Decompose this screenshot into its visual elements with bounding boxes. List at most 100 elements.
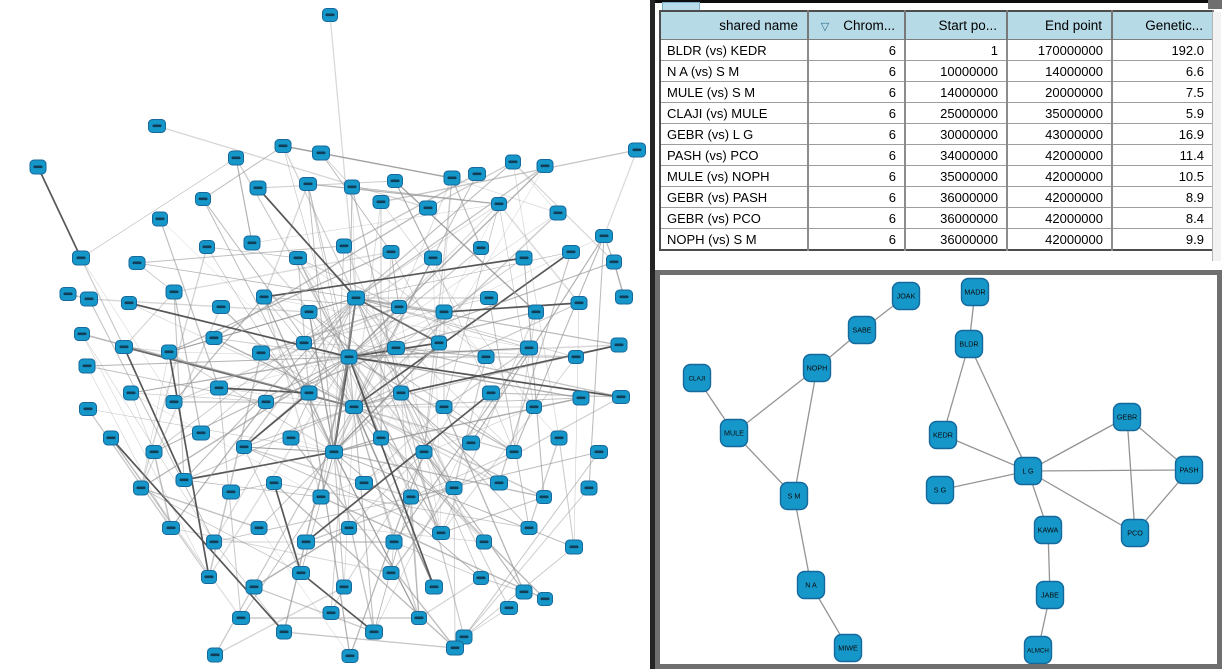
table-cell[interactable]: 11.4 [1111, 144, 1214, 166]
table-tab-stub[interactable] [662, 2, 700, 10]
table-scrollbar-gutter[interactable] [1212, 12, 1221, 261]
table-cell[interactable]: 6 [807, 60, 906, 82]
network-node-sabe[interactable] [847, 315, 877, 345]
network-node-jabe[interactable] [1035, 580, 1065, 610]
network-node-bldr[interactable] [954, 329, 984, 359]
table-cell[interactable]: 25000000 [904, 102, 1008, 124]
filter-icon[interactable]: ▽ [820, 21, 830, 33]
column-header-start-position[interactable]: Start po... [904, 10, 1008, 40]
panel-divider[interactable] [650, 0, 655, 669]
network-node-joak[interactable] [891, 281, 921, 311]
table-row[interactable]: NOPH (vs) S M 6 36000000 42000000 9.9 [659, 228, 1214, 251]
table-cell[interactable]: 42000000 [1006, 228, 1113, 251]
table-cell[interactable]: 14000000 [904, 81, 1008, 103]
column-header-end-point[interactable]: End point [1006, 10, 1113, 40]
small-network-canvas[interactable]: JOAK MADR SABE BLDR NOPH CLAJI GEBR MULE KEDR L G… [660, 275, 1217, 664]
column-header-shared-name[interactable]: shared name [659, 10, 809, 40]
table-cell[interactable]: 6 [807, 186, 906, 208]
table-cell[interactable]: 42000000 [1006, 165, 1113, 187]
table-cell[interactable]: 10.5 [1111, 165, 1214, 187]
table-cell[interactable]: CLAJI (vs) MULE [659, 102, 809, 124]
table-cell[interactable]: BLDR (vs) KEDR [659, 39, 809, 61]
table-cell[interactable]: 36000000 [904, 207, 1008, 229]
table-cell[interactable]: 35000000 [904, 165, 1008, 187]
network-node-s-g[interactable] [925, 475, 955, 505]
table-cell[interactable]: 6 [807, 228, 906, 251]
table-cell[interactable]: GEBR (vs) PCO [659, 207, 809, 229]
table-cell[interactable]: 8.9 [1111, 186, 1214, 208]
network-node-almch[interactable] [1023, 635, 1053, 664]
table-row[interactable]: CLAJI (vs) MULE 6 25000000 35000000 5.9 [659, 102, 1214, 124]
table-cell[interactable]: PASH (vs) PCO [659, 144, 809, 166]
network-edge[interactable] [968, 343, 1029, 472]
network-node-claji[interactable] [682, 363, 712, 393]
table-cell[interactable]: 6.6 [1111, 60, 1214, 82]
column-header-chromosome[interactable]: ▽ Chrom... [807, 10, 906, 40]
table-cell[interactable]: 6 [807, 207, 906, 229]
network-edge[interactable] [733, 367, 818, 434]
table-cell[interactable]: 7.5 [1111, 81, 1214, 103]
table-row[interactable]: BLDR (vs) KEDR 6 1 170000000 192.0 [659, 39, 1214, 61]
table-row[interactable]: MULE (vs) NOPH 6 35000000 42000000 10.5 [659, 165, 1214, 187]
network-edge[interactable] [1027, 470, 1136, 534]
table-row[interactable]: N A (vs) S M 6 10000000 14000000 6.6 [659, 60, 1214, 82]
table-cell[interactable]: 170000000 [1006, 39, 1113, 61]
table-cell[interactable]: 42000000 [1006, 186, 1113, 208]
table-cell[interactable]: 8.4 [1111, 207, 1214, 229]
table-cell[interactable]: 34000000 [904, 144, 1008, 166]
table-cell[interactable]: 42000000 [1006, 144, 1113, 166]
table-cell[interactable]: 36000000 [904, 186, 1008, 208]
table-row[interactable]: GEBR (vs) PCO 6 36000000 42000000 8.4 [659, 207, 1214, 229]
table-cell[interactable]: 5.9 [1111, 102, 1214, 124]
network-edge[interactable] [942, 343, 970, 436]
network-edge[interactable] [939, 470, 1029, 491]
network-node-kawa[interactable] [1033, 515, 1063, 545]
table-cell[interactable]: MULE (vs) NOPH [659, 165, 809, 187]
network-node-miwe[interactable] [833, 633, 863, 663]
table-cell[interactable]: GEBR (vs) PASH [659, 186, 809, 208]
table-row[interactable]: MULE (vs) S M 6 14000000 20000000 7.5 [659, 81, 1214, 103]
table-cell[interactable]: 6 [807, 102, 906, 124]
table-cell[interactable]: NOPH (vs) S M [659, 228, 809, 251]
table-cell[interactable]: 36000000 [904, 228, 1008, 251]
table-cell[interactable]: N A (vs) S M [659, 60, 809, 82]
network-node-pco[interactable] [1120, 518, 1150, 548]
network-edge[interactable] [793, 495, 812, 586]
table-row[interactable]: PASH (vs) PCO 6 34000000 42000000 11.4 [659, 144, 1214, 166]
table-cell[interactable]: 6 [807, 81, 906, 103]
table-row[interactable]: GEBR (vs) PASH 6 36000000 42000000 8.9 [659, 186, 1214, 208]
network-node-noph[interactable] [802, 353, 832, 383]
table-row[interactable]: GEBR (vs) L G 6 30000000 43000000 16.9 [659, 123, 1214, 145]
column-header-genetic[interactable]: Genetic... [1111, 10, 1214, 40]
table-cell[interactable]: 42000000 [1006, 207, 1113, 229]
network-node-gebr[interactable] [1112, 402, 1142, 432]
table-cell[interactable]: 6 [807, 39, 906, 61]
table-cell[interactable]: 35000000 [1006, 102, 1113, 124]
table-cell[interactable]: 20000000 [1006, 81, 1113, 103]
network-node-n-a[interactable] [796, 570, 826, 600]
network-node-l-g[interactable] [1013, 456, 1043, 486]
table-cell[interactable]: MULE (vs) S M [659, 81, 809, 103]
table-cell[interactable]: 192.0 [1111, 39, 1214, 61]
network-node-kedr[interactable] [928, 420, 958, 450]
table-cell[interactable]: GEBR (vs) L G [659, 123, 809, 145]
network-edge[interactable] [1027, 469, 1190, 472]
table-cell[interactable]: 6 [807, 165, 906, 187]
network-edge[interactable] [1027, 416, 1128, 472]
network-node-pash[interactable] [1174, 455, 1204, 485]
table-cell[interactable]: 9.9 [1111, 228, 1214, 251]
table-cell[interactable]: 1 [904, 39, 1008, 61]
table-cell[interactable]: 10000000 [904, 60, 1008, 82]
network-edge[interactable] [793, 367, 818, 497]
network-edge[interactable] [1126, 416, 1136, 534]
network-node-mule[interactable] [719, 418, 749, 448]
large-network-canvas[interactable] [0, 0, 650, 669]
table-cell[interactable]: 6 [807, 144, 906, 166]
table-cell[interactable]: 16.9 [1111, 123, 1214, 145]
table-cell[interactable]: 30000000 [904, 123, 1008, 145]
table-cell[interactable]: 43000000 [1006, 123, 1113, 145]
table-cell[interactable]: 14000000 [1006, 60, 1113, 82]
network-node-madr[interactable] [960, 277, 990, 307]
network-node-s-m[interactable] [779, 481, 809, 511]
table-cell[interactable]: 6 [807, 123, 906, 145]
